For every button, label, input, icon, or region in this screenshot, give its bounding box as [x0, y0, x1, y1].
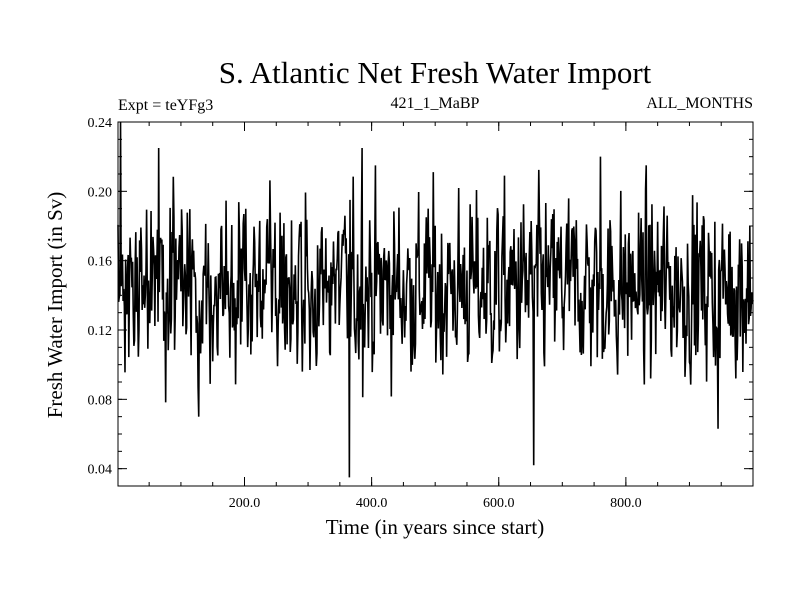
x-tick-label: 200.0 [229, 496, 261, 511]
x-tick-label: 800.0 [610, 496, 642, 511]
y-tick-label: 0.12 [88, 324, 113, 339]
y-tick-label: 0.08 [88, 393, 113, 408]
y-tick-label: 0.24 [88, 116, 113, 131]
months-label: ALL_MONTHS [646, 95, 753, 112]
x-tick-label: 400.0 [356, 496, 388, 511]
y-tick-label: 0.16 [88, 255, 113, 270]
chart-title: S. Atlantic Net Fresh Water Import [219, 55, 652, 90]
run-label: 421_1_MaBP [391, 95, 480, 112]
experiment-label: Expt = teYFg3 [118, 97, 213, 114]
plot-area: 0.04 0.08 0.12 0.16 0.20 0.24 200.0 400.0 600.0 8… [88, 116, 754, 511]
y-tick-label: 0.04 [88, 463, 113, 478]
y-axis-label: Fresh Water Import (in Sv) [43, 192, 67, 419]
y-tick-label: 0.20 [88, 185, 113, 200]
x-axis-label: Time (in years since start) [326, 515, 545, 539]
series-line [117, 121, 754, 478]
x-tick-label: 600.0 [483, 496, 515, 511]
